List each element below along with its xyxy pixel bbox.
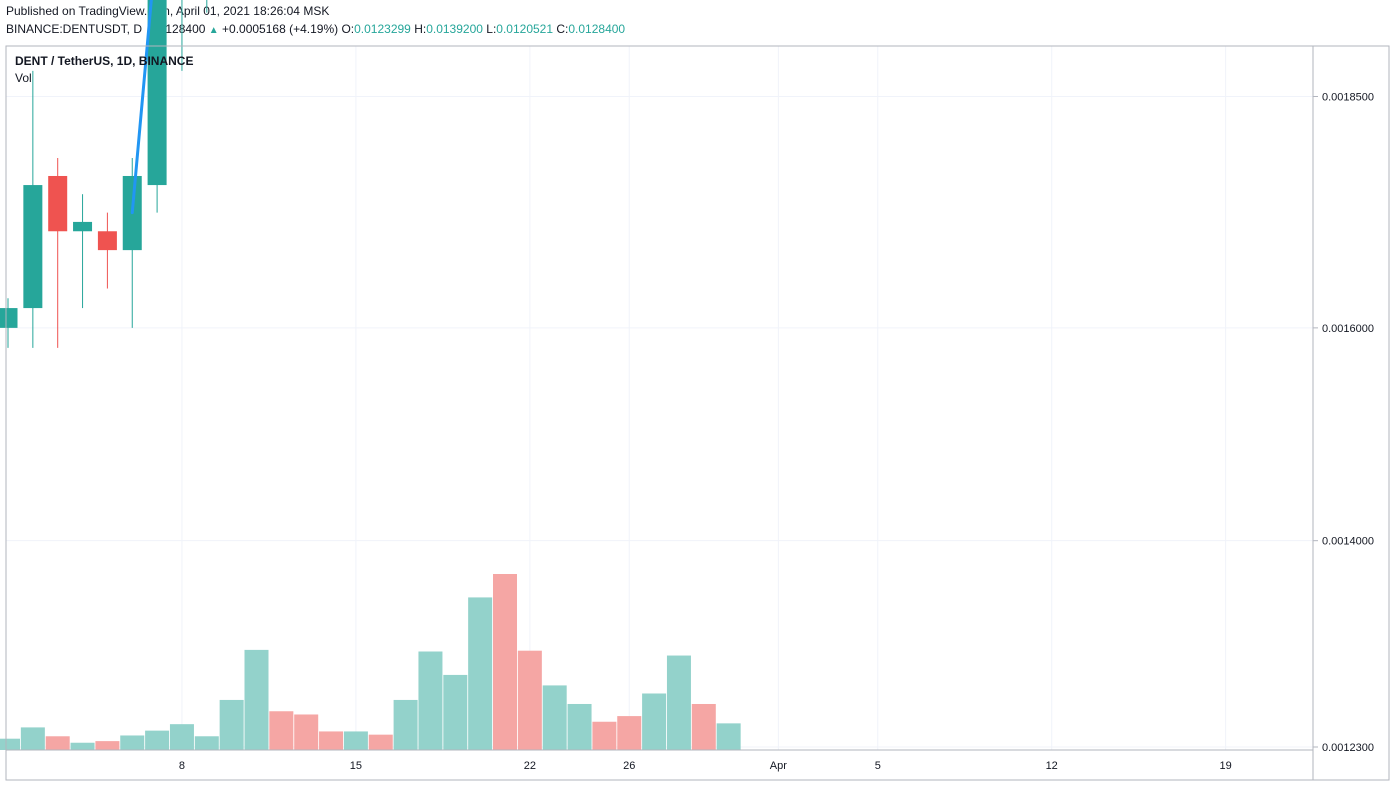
trend-arrows <box>130 0 153 215</box>
x-tick-label: 12 <box>1046 760 1058 772</box>
low-value: 0.0120521 <box>496 22 554 36</box>
high-label: H: <box>414 22 427 36</box>
volume-bar <box>244 649 269 750</box>
grid-lines <box>6 46 1313 750</box>
volume-bar <box>294 714 319 750</box>
chart-legend: DENT / TetherUS, 1D, BINANCE Vol <box>15 54 193 85</box>
x-tick-label: 8 <box>179 760 185 772</box>
close-label: C: <box>556 22 569 36</box>
candles <box>0 0 208 348</box>
chart-frame <box>5 45 1390 781</box>
candle-body <box>0 308 18 328</box>
ohlc-bar: BINANCE:DENTUSDT, D 0.0128400 ▲ +0.00051… <box>6 22 625 36</box>
candle-body <box>97 231 117 251</box>
up-triangle-icon: ▲ <box>208 25 219 36</box>
volume-bars <box>0 574 741 750</box>
volume-bar <box>691 703 716 750</box>
volume-bar <box>343 731 368 750</box>
volume-bar <box>567 703 592 750</box>
volume-bar <box>443 674 468 750</box>
volume-bar <box>617 716 642 750</box>
volume-bar <box>120 735 145 750</box>
volume-bar <box>517 650 542 750</box>
volume-bar <box>642 693 667 750</box>
candle-body <box>147 0 167 186</box>
y-tick-label: 0.0016000 <box>1322 323 1374 335</box>
y-tick-label: 0.0018500 <box>1322 92 1374 104</box>
volume-bar <box>45 736 70 750</box>
volume-bar <box>468 597 493 750</box>
open-value: 0.0123299 <box>354 22 411 36</box>
volume-bar <box>169 724 194 750</box>
x-tick-label: 22 <box>524 760 536 772</box>
volume-bar <box>592 721 617 750</box>
volume-bar <box>70 742 95 750</box>
volume-bar <box>95 741 120 750</box>
high-value: 0.0139200 <box>426 22 483 36</box>
price-axis: 0.01900000.01600000.01400000.01200000.01… <box>1313 92 1374 754</box>
legend-title: DENT / TetherUS, 1D, BINANCE <box>15 54 194 68</box>
price-change: +0.0005168 (+4.19%) <box>222 22 339 36</box>
x-tick-label: 19 <box>1220 760 1232 772</box>
volume-bar <box>194 736 219 750</box>
volume-bar <box>0 738 20 750</box>
y-tick-label: 0.0012300 <box>1322 742 1374 754</box>
volume-bar <box>716 723 741 750</box>
low-label: L: <box>486 22 497 36</box>
volume-bar <box>20 727 45 750</box>
volume-bar <box>145 730 170 750</box>
x-tick-label: 5 <box>875 760 881 772</box>
x-tick-label: Apr <box>770 760 787 772</box>
published-caption: Published on TradingView.com, April 01, … <box>6 4 330 18</box>
candle-body <box>23 185 43 309</box>
volume-bar <box>368 734 393 750</box>
volume-bar <box>542 685 567 750</box>
candle-body <box>48 175 68 232</box>
y-tick-label: 0.0014000 <box>1322 536 1374 548</box>
symbol-line: BINANCE:DENTUSDT, D <box>6 22 143 36</box>
legend-volume: Vol <box>15 71 32 85</box>
open-label: O: <box>341 22 355 36</box>
volume-bar <box>493 574 517 750</box>
volume-bar <box>393 699 418 750</box>
x-tick-label: 26 <box>623 760 635 772</box>
volume-bar <box>319 731 344 750</box>
time-axis: 8 15 22 26 Apr 5 12 19 <box>179 760 1232 772</box>
close-value: 0.0128400 <box>568 22 626 36</box>
volume-bar <box>418 651 443 750</box>
volume-bar <box>219 699 244 750</box>
candle-body <box>73 221 93 232</box>
volume-bar <box>666 655 691 750</box>
x-tick-label: 15 <box>350 760 362 772</box>
volume-bar <box>269 711 294 750</box>
